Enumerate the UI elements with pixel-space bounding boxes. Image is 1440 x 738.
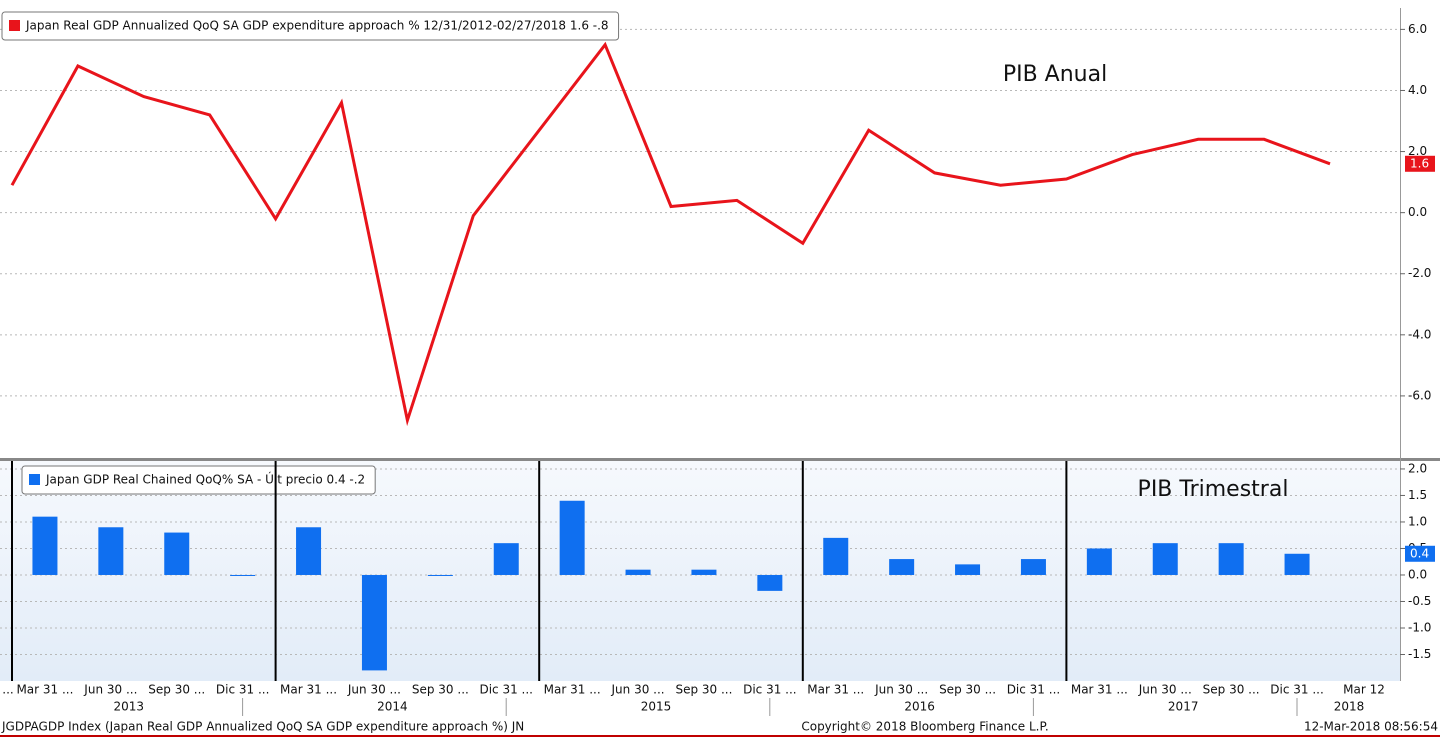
x-tick-label: Dic 31 ... <box>743 683 797 697</box>
last-value-label: 0.4 <box>1410 546 1429 560</box>
annotation: PIB Anual <box>1003 62 1107 87</box>
bar <box>1086 548 1112 575</box>
last-value-box <box>1405 545 1435 562</box>
y-tick-label: -4.0 <box>1408 327 1431 341</box>
x-end-label: Mar 12 <box>1343 683 1385 697</box>
bar <box>1218 543 1244 575</box>
legend-box <box>21 465 376 495</box>
bar <box>625 569 651 575</box>
legend-swatch <box>9 20 20 31</box>
bar <box>559 500 585 575</box>
y-tick-label: 6.0 <box>1408 22 1427 36</box>
year-label: 2017 <box>1168 700 1199 714</box>
legend-text: Japan Real GDP Annualized QoQ SA GDP exp… <box>25 19 609 33</box>
bar <box>230 574 256 576</box>
bar <box>889 559 915 575</box>
bar <box>32 516 58 575</box>
bar <box>1284 553 1310 575</box>
bar <box>361 574 387 671</box>
x-tick-label: Jun 30 ... <box>83 683 137 697</box>
footer-left: JGDPAGDP Index (Japan Real GDP Annualize… <box>1 720 524 734</box>
y-tick-label: -2.0 <box>1408 266 1431 280</box>
year-label: 2018 <box>1334 700 1365 714</box>
x-tick-label: Mar 31 ... <box>280 683 337 697</box>
annotation: PIB Trimestral <box>1138 477 1289 502</box>
bar <box>757 574 783 591</box>
y-tick-label: 1.0 <box>1408 514 1427 528</box>
y-tick-label: 4.0 <box>1408 83 1427 97</box>
bar <box>164 532 190 575</box>
x-tick-label: Mar 31 ... <box>544 683 601 697</box>
bar <box>427 574 453 576</box>
y-tick-label: 1.5 <box>1408 488 1427 502</box>
bar <box>1020 559 1046 575</box>
line <box>10 41 1331 427</box>
y-tick-label: -1.0 <box>1408 620 1431 634</box>
x-tick-label: Sep 30 ... <box>939 683 996 697</box>
x-tick-label: Dic 31 ... <box>1007 683 1061 697</box>
legend-text: Japan GDP Real Chained QoQ% SA - Últ pre… <box>45 472 365 487</box>
bar <box>691 569 717 575</box>
legend-box <box>1 11 620 41</box>
y-tick-label: -0.5 <box>1408 594 1431 608</box>
top-plot-bg <box>0 8 1400 458</box>
last-value-label: 1.6 <box>1410 156 1429 170</box>
year-label: 2013 <box>114 700 145 714</box>
y-tick-label: 2.0 <box>1408 144 1427 158</box>
y-tick-label: -6.0 <box>1408 388 1431 402</box>
x-tick-label: Jun 30 ... <box>874 683 928 697</box>
x-tick-label: Dic 31 ... <box>479 683 533 697</box>
x-lead-label: ... <box>2 683 13 697</box>
year-label: 2016 <box>904 700 935 714</box>
x-tick-label: Mar 31 ... <box>1071 683 1128 697</box>
footer-right: 12-Mar-2018 08:56:54 <box>1304 720 1438 734</box>
x-tick-label: Sep 30 ... <box>1203 683 1260 697</box>
legend-swatch <box>29 474 40 485</box>
x-tick-label: Sep 30 ... <box>675 683 732 697</box>
x-tick-label: Sep 30 ... <box>148 683 205 697</box>
x-tick-label: Jun 30 ... <box>347 683 401 697</box>
y-tick-label: -1.5 <box>1408 647 1431 661</box>
y-tick-label: 0.0 <box>1408 567 1427 581</box>
footer-center: Copyright© 2018 Bloomberg Finance L.P. <box>801 720 1048 734</box>
x-tick-label: Dic 31 ... <box>1270 683 1324 697</box>
year-label: 2015 <box>641 700 672 714</box>
bar <box>823 537 849 575</box>
bar <box>296 527 322 575</box>
x-tick-label: Sep 30 ... <box>412 683 469 697</box>
bar <box>955 564 981 575</box>
x-tick-label: Dic 31 ... <box>216 683 270 697</box>
last-value-box <box>1405 155 1435 172</box>
bar <box>1152 543 1178 575</box>
x-tick-label: Jun 30 ... <box>1138 683 1192 697</box>
year-label: 2014 <box>377 700 408 714</box>
bar <box>98 527 124 575</box>
bar <box>493 543 519 575</box>
x-tick-label: Mar 31 ... <box>807 683 864 697</box>
x-tick-label: Mar 31 ... <box>16 683 73 697</box>
y-tick-label: 0.0 <box>1408 205 1427 219</box>
x-tick-label: Jun 30 ... <box>611 683 665 697</box>
y-tick-label: 2.0 <box>1408 461 1427 475</box>
